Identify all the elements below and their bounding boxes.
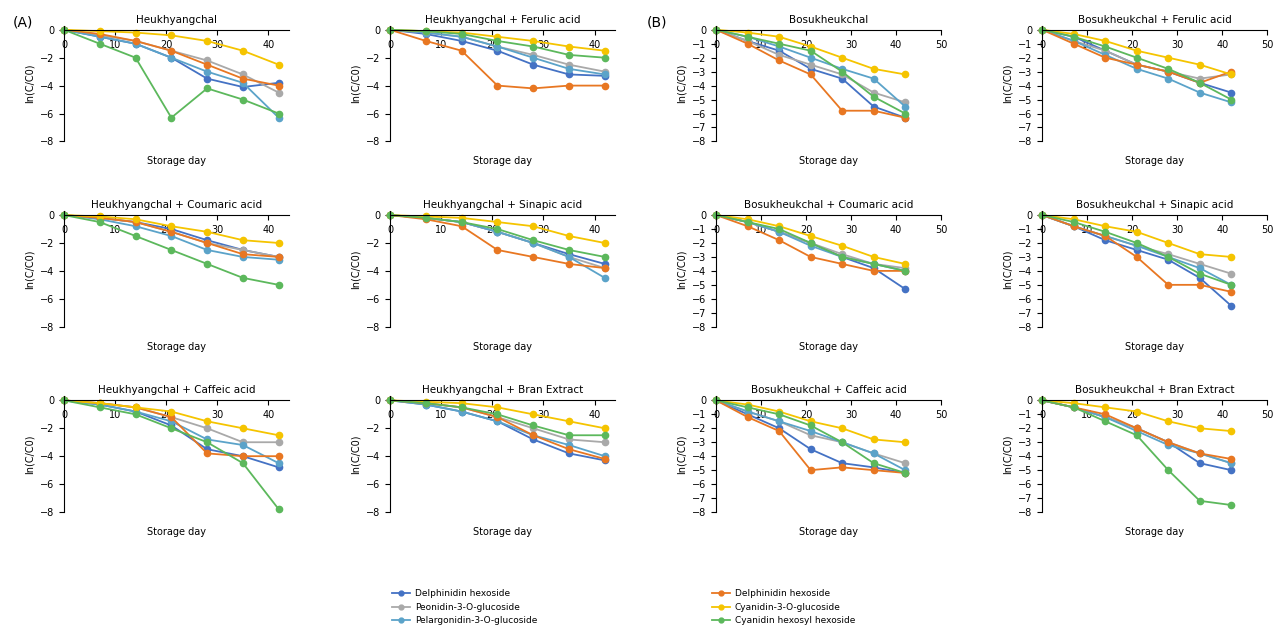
Y-axis label: ln(C/C0): ln(C/C0) — [1002, 435, 1012, 474]
X-axis label: Storage day: Storage day — [474, 156, 532, 166]
X-axis label: Storage day: Storage day — [1125, 527, 1184, 537]
Title: Bosukheukchal: Bosukheukchal — [788, 15, 868, 25]
Text: (B): (B) — [646, 16, 667, 30]
Title: Bosukheukchal + Caffeic acid: Bosukheukchal + Caffeic acid — [751, 385, 906, 396]
Legend: Delphinidin hexoside, Peonidin-3-O-glucoside, Pelargonidin-3-O-glucoside: Delphinidin hexoside, Peonidin-3-O-gluco… — [389, 586, 540, 629]
X-axis label: Storage day: Storage day — [474, 527, 532, 537]
Title: Heukhyangchal: Heukhyangchal — [136, 15, 216, 25]
Text: (A): (A) — [13, 16, 33, 30]
X-axis label: Storage day: Storage day — [799, 156, 858, 166]
Y-axis label: ln(C/C0): ln(C/C0) — [677, 64, 686, 103]
X-axis label: Storage day: Storage day — [147, 527, 206, 537]
Y-axis label: ln(C/C0): ln(C/C0) — [351, 249, 361, 289]
Y-axis label: ln(C/C0): ln(C/C0) — [24, 249, 35, 289]
Title: Heukhyangchal + Sinapic acid: Heukhyangchal + Sinapic acid — [422, 200, 582, 210]
Title: Heukhyangchal + Ferulic acid: Heukhyangchal + Ferulic acid — [425, 15, 580, 25]
X-axis label: Storage day: Storage day — [1125, 156, 1184, 166]
Y-axis label: ln(C/C0): ln(C/C0) — [351, 435, 361, 474]
Y-axis label: ln(C/C0): ln(C/C0) — [677, 249, 686, 289]
Y-axis label: ln(C/C0): ln(C/C0) — [351, 64, 361, 103]
X-axis label: Storage day: Storage day — [799, 527, 858, 537]
Title: Bosukheukchal + Bran Extract: Bosukheukchal + Bran Extract — [1075, 385, 1234, 396]
Y-axis label: ln(C/C0): ln(C/C0) — [24, 64, 35, 103]
Title: Heukhyangchal + Coumaric acid: Heukhyangchal + Coumaric acid — [91, 200, 262, 210]
Y-axis label: ln(C/C0): ln(C/C0) — [1002, 249, 1012, 289]
X-axis label: Storage day: Storage day — [147, 156, 206, 166]
Y-axis label: ln(C/C0): ln(C/C0) — [24, 435, 35, 474]
X-axis label: Storage day: Storage day — [147, 342, 206, 352]
Title: Bosukheukchal + Sinapic acid: Bosukheukchal + Sinapic acid — [1076, 200, 1234, 210]
Title: Heukhyangchal + Caffeic acid: Heukhyangchal + Caffeic acid — [97, 385, 255, 396]
Title: Bosukheukchal + Coumaric acid: Bosukheukchal + Coumaric acid — [744, 200, 914, 210]
Y-axis label: ln(C/C0): ln(C/C0) — [677, 435, 686, 474]
Title: Bosukheukchal + Ferulic acid: Bosukheukchal + Ferulic acid — [1078, 15, 1231, 25]
X-axis label: Storage day: Storage day — [799, 342, 858, 352]
Legend: Delphinidin hexoside, Cyanidin-3-O-glucoside, Cyanidin hexosyl hexoside: Delphinidin hexoside, Cyanidin-3-O-gluco… — [709, 586, 859, 629]
X-axis label: Storage day: Storage day — [1125, 342, 1184, 352]
Title: Heukhyangchal + Bran Extract: Heukhyangchal + Bran Extract — [422, 385, 584, 396]
X-axis label: Storage day: Storage day — [474, 342, 532, 352]
Y-axis label: ln(C/C0): ln(C/C0) — [1002, 64, 1012, 103]
